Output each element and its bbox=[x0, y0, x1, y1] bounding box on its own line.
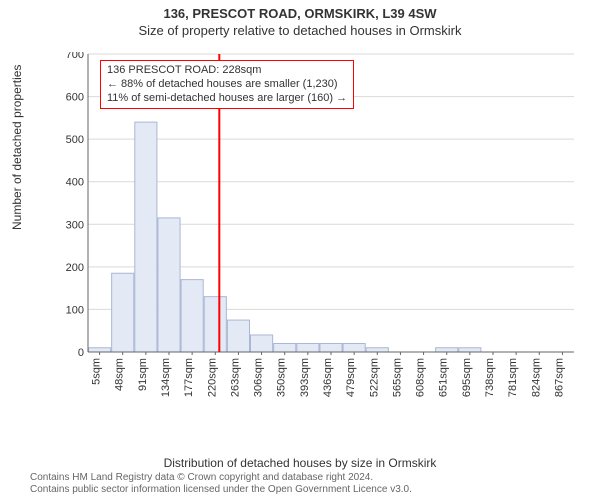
page-subtitle: Size of property relative to detached ho… bbox=[0, 21, 600, 38]
svg-text:393sqm: 393sqm bbox=[299, 358, 311, 397]
svg-text:651sqm: 651sqm bbox=[438, 358, 450, 397]
svg-text:134sqm: 134sqm bbox=[160, 358, 172, 397]
svg-text:738sqm: 738sqm bbox=[484, 358, 496, 397]
svg-text:48sqm: 48sqm bbox=[114, 358, 126, 391]
svg-text:350sqm: 350sqm bbox=[276, 358, 288, 397]
svg-text:91sqm: 91sqm bbox=[137, 358, 149, 391]
svg-text:0: 0 bbox=[78, 347, 84, 359]
footer-line-1: Contains HM Land Registry data © Crown c… bbox=[30, 472, 412, 484]
svg-text:500: 500 bbox=[66, 134, 84, 146]
svg-text:177sqm: 177sqm bbox=[183, 358, 195, 397]
chart-container: 0 100 200 300 400 500 600 700 5sqm 48sqm 91sqm 134s… bbox=[58, 52, 578, 407]
svg-text:824sqm: 824sqm bbox=[530, 358, 542, 397]
callout-line-1: 136 PRESCOT ROAD: 228sqm bbox=[107, 64, 347, 78]
y-axis-label: Number of detached properties bbox=[10, 65, 24, 230]
marker-callout: 136 PRESCOT ROAD: 228sqm ← 88% of detach… bbox=[100, 60, 354, 109]
svg-text:781sqm: 781sqm bbox=[507, 358, 519, 397]
svg-text:263sqm: 263sqm bbox=[229, 358, 241, 397]
footer-line-2: Contains public sector information licen… bbox=[30, 484, 412, 496]
svg-text:695sqm: 695sqm bbox=[461, 358, 473, 397]
svg-text:5sqm: 5sqm bbox=[91, 358, 103, 385]
x-axis-label: Distribution of detached houses by size … bbox=[0, 456, 600, 470]
svg-text:220sqm: 220sqm bbox=[206, 358, 218, 397]
svg-text:522sqm: 522sqm bbox=[368, 358, 380, 397]
svg-text:700: 700 bbox=[66, 52, 84, 61]
page-title: 136, PRESCOT ROAD, ORMSKIRK, L39 4SW bbox=[0, 0, 600, 21]
svg-text:608sqm: 608sqm bbox=[415, 358, 427, 397]
svg-text:867sqm: 867sqm bbox=[553, 358, 565, 397]
svg-text:300: 300 bbox=[66, 219, 84, 231]
footer-attribution: Contains HM Land Registry data © Crown c… bbox=[30, 472, 412, 496]
svg-text:436sqm: 436sqm bbox=[322, 358, 334, 397]
callout-line-3: 11% of semi-detached houses are larger (… bbox=[107, 92, 347, 106]
svg-text:479sqm: 479sqm bbox=[345, 358, 357, 397]
svg-text:600: 600 bbox=[66, 92, 84, 104]
callout-line-2: ← 88% of detached houses are smaller (1,… bbox=[107, 78, 347, 92]
svg-text:400: 400 bbox=[66, 177, 84, 189]
svg-text:306sqm: 306sqm bbox=[253, 358, 265, 397]
svg-text:565sqm: 565sqm bbox=[391, 358, 403, 397]
svg-text:100: 100 bbox=[66, 304, 84, 316]
svg-text:200: 200 bbox=[66, 262, 84, 274]
